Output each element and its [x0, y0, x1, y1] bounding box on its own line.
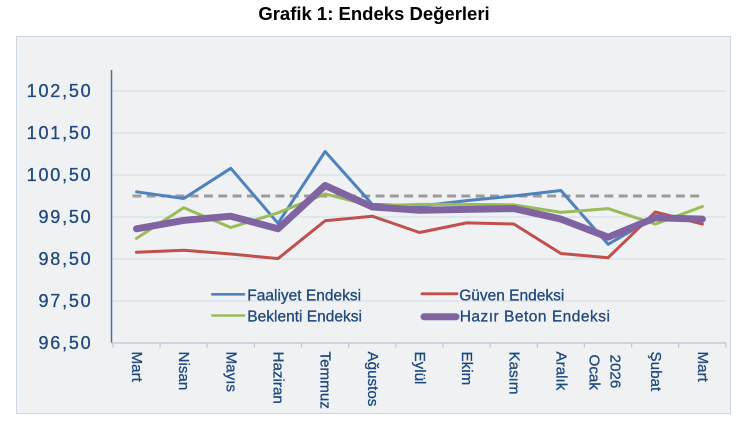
svg-text:Aralık: Aralık	[552, 352, 569, 391]
svg-text:102,50: 102,50	[27, 81, 93, 101]
svg-text:Mart: Mart	[694, 352, 711, 383]
svg-text:Hazır Beton Endeksi: Hazır Beton Endeksi	[460, 309, 611, 326]
svg-text:100,50: 100,50	[27, 165, 93, 185]
svg-text:Güven Endeksi: Güven Endeksi	[459, 288, 564, 305]
svg-text:Mayıs: Mayıs	[222, 352, 239, 393]
svg-text:96,50: 96,50	[38, 333, 92, 353]
svg-text:Temmuz: Temmuz	[317, 352, 334, 409]
svg-text:Şubat: Şubat	[647, 352, 664, 392]
svg-text:Grafik 1: Endeks Değerleri: Grafik 1: Endeks Değerleri	[258, 3, 489, 24]
svg-text:101,50: 101,50	[27, 123, 93, 143]
svg-text:Beklenti Endeksi: Beklenti Endeksi	[247, 309, 362, 326]
svg-text:Ocak: Ocak	[586, 355, 603, 391]
svg-text:97,50: 97,50	[38, 291, 92, 311]
svg-text:Eylül: Eylül	[411, 352, 428, 385]
svg-text:99,50: 99,50	[38, 207, 92, 227]
svg-text:Mart: Mart	[128, 352, 145, 383]
svg-text:Haziran: Haziran	[270, 352, 287, 404]
svg-text:Kasım: Kasım	[505, 352, 522, 395]
svg-text:98,50: 98,50	[38, 249, 92, 269]
svg-text:Nisan: Nisan	[175, 352, 192, 391]
svg-text:Ekim: Ekim	[458, 352, 475, 386]
svg-text:Ağustos: Ağustos	[364, 352, 381, 407]
svg-text:Faaliyet Endeksi: Faaliyet Endeksi	[247, 288, 361, 305]
svg-text:2026: 2026	[607, 355, 624, 389]
